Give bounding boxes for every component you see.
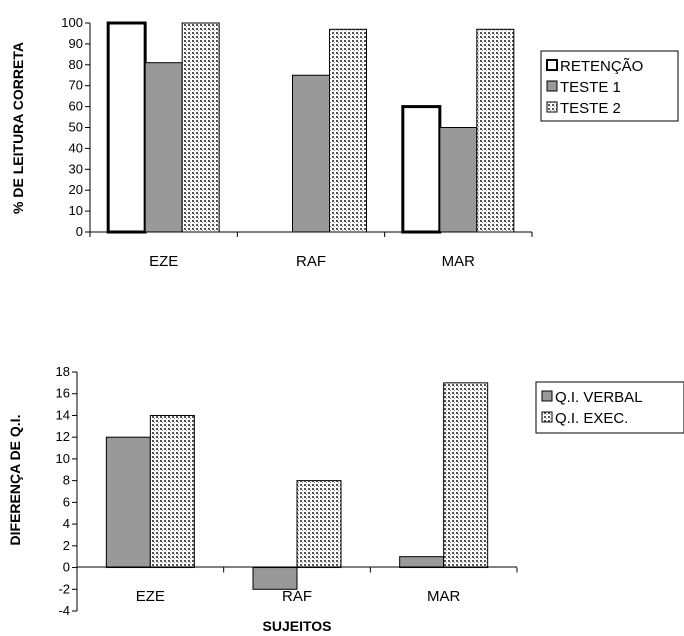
y-tick-label: 10 — [69, 203, 83, 218]
bar-raf-series-0 — [252, 567, 298, 590]
legend-label-qi-exec: Q.I. EXEC. — [555, 410, 628, 427]
y-tick-label: 0 — [63, 560, 70, 575]
y-tick-label: 30 — [69, 161, 83, 176]
bar-mar-series-2 — [476, 28, 515, 233]
y-tick-label: 40 — [69, 140, 83, 155]
bar-eze-series-1 — [144, 62, 183, 233]
iq-chart: -4 -2 0 2 4 6 8 10 12 14 16 18 EZE RAF MAR DIFERENÇA … — [7, 364, 684, 634]
x-tick-label-raf: RAF — [296, 253, 326, 270]
y-tick-label: 8 — [63, 473, 70, 488]
reading-chart-bars — [106, 21, 515, 234]
iq-chart-x-ticks: EZE RAF MAR — [76, 567, 518, 605]
y-tick-label: 10 — [56, 451, 70, 466]
legend-label-retencao: RETENÇÃO — [560, 58, 643, 75]
reading-chart-y-axis-title: % DE LEITURA CORRETA — [10, 42, 26, 214]
x-tick-label-raf: RAF — [282, 588, 312, 605]
bar-eze-series-1 — [149, 414, 195, 569]
legend-swatch-retencao — [546, 59, 558, 71]
legend-swatch-qi-verbal — [541, 390, 553, 402]
bar-raf-series-1 — [292, 74, 330, 233]
y-tick-label: 100 — [61, 15, 83, 30]
legend-frame — [540, 50, 679, 122]
legend-label-teste1: TESTE 1 — [560, 79, 621, 96]
x-tick-label-eze: EZE — [136, 588, 165, 605]
legend-swatch-teste1 — [546, 80, 558, 92]
y-tick-label: 60 — [69, 99, 83, 114]
y-tick-label: 0 — [76, 224, 83, 239]
x-tick-label-eze: EZE — [149, 253, 178, 270]
x-tick-label-mar: MAR — [427, 588, 461, 605]
legend-swatch-teste2 — [546, 101, 558, 113]
bar-mar-series-0 — [401, 105, 442, 234]
y-tick-label: 50 — [69, 120, 83, 135]
reading-chart-legend: RETENÇÃO TESTE 1 TESTE 2 — [540, 50, 679, 122]
y-tick-label: 90 — [69, 36, 83, 51]
y-tick-label: 16 — [56, 386, 70, 401]
y-tick-label: 20 — [69, 182, 83, 197]
iq-chart-y-ticks: -4 -2 0 2 4 6 8 10 12 14 16 18 — [56, 364, 77, 618]
iq-chart-y-axis-title: DIFERENÇA DE Q.I. — [7, 415, 23, 546]
reading-chart-y-ticks: 0 10 20 30 40 50 60 70 80 90 100 — [61, 15, 90, 239]
bar-mar-series-0 — [399, 556, 445, 569]
bar-mar-series-1 — [439, 127, 478, 233]
bar-eze-series-0 — [106, 21, 147, 234]
y-tick-label: 4 — [63, 516, 70, 531]
legend-label-qi-verbal: Q.I. VERBAL — [555, 389, 643, 406]
y-tick-label: 2 — [63, 538, 70, 553]
y-tick-label: 6 — [63, 494, 70, 509]
y-tick-label: 14 — [56, 407, 70, 422]
reading-chart: 0 10 20 30 40 50 60 70 80 90 100 EZE RAF MAR % DE LE… — [10, 15, 679, 270]
y-tick-label: 18 — [56, 364, 70, 379]
iq-chart-legend: Q.I. VERBAL Q.I. EXEC. — [535, 381, 684, 434]
y-tick-label: -4 — [58, 603, 70, 618]
bar-raf-series-1 — [296, 480, 342, 569]
x-tick-label-mar: MAR — [442, 253, 476, 270]
y-tick-label: 12 — [56, 429, 70, 444]
legend-label-teste2: TESTE 2 — [560, 100, 621, 117]
bar-raf-series-2 — [329, 28, 367, 233]
iq-chart-bars — [105, 382, 489, 590]
bar-eze-series-0 — [105, 436, 151, 569]
y-tick-label: 80 — [69, 57, 83, 72]
y-tick-label: -2 — [58, 581, 70, 596]
legend-frame — [535, 381, 684, 434]
legend-swatch-qi-exec — [541, 411, 553, 423]
bar-mar-series-1 — [443, 382, 489, 569]
iq-chart-x-axis-title: SUJEITOS — [263, 618, 332, 634]
bar-eze-series-2 — [181, 22, 220, 233]
reading-chart-x-ticks: EZE RAF MAR — [89, 232, 533, 270]
y-tick-label: 70 — [69, 78, 83, 93]
